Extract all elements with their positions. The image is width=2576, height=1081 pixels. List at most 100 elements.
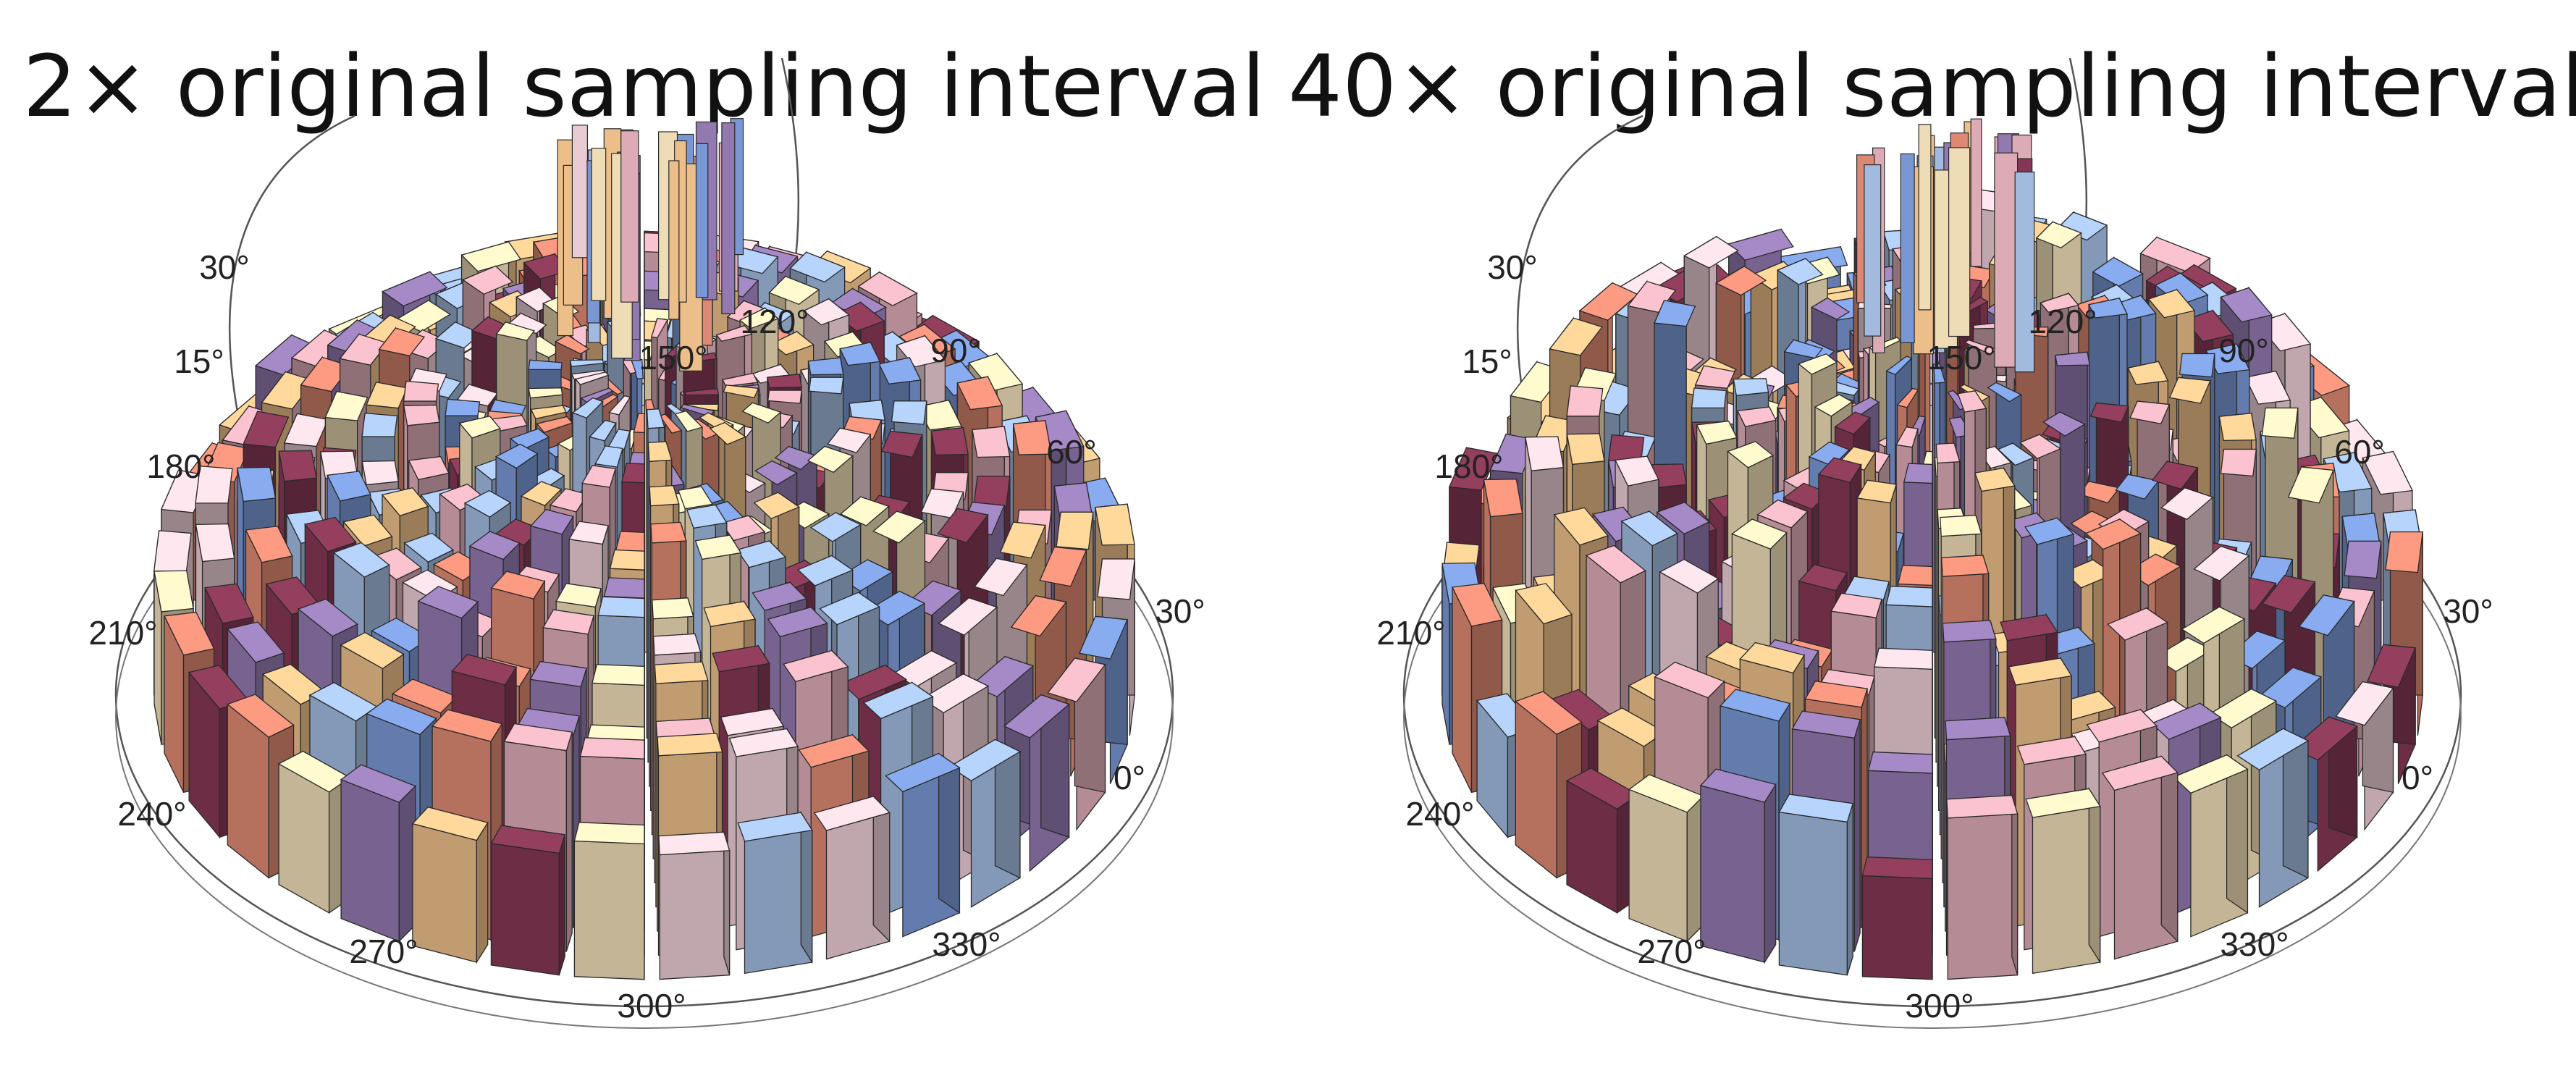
bar-top-face [654, 661, 709, 684]
bar-side-face [476, 820, 489, 964]
bar-top-face [1039, 546, 1087, 587]
chart-title: 2× original sampling interval [22, 36, 1266, 136]
angle-tick-label: 120° [2028, 303, 2097, 340]
bar-top-face [2244, 370, 2291, 405]
bar-top-face [1777, 258, 1824, 285]
bar-top-face [857, 272, 918, 306]
bar-top-face [283, 413, 329, 447]
bar-top-face [490, 825, 566, 854]
bar-top-face [195, 523, 235, 563]
bar-top-face [589, 419, 617, 442]
bar-top-face [195, 466, 233, 504]
bar-top-face [652, 597, 694, 620]
angle-tick-label: 0° [1114, 759, 1145, 796]
bar-top-face [371, 617, 432, 652]
bar-top-face [813, 796, 891, 831]
bar-top-face [2101, 755, 2179, 791]
bar-top-face [1897, 565, 1933, 586]
bar-side-face [1700, 785, 1765, 963]
bar-top-face [1856, 479, 1897, 504]
bar-top-face [1903, 463, 1933, 484]
bar-top-face [468, 531, 521, 560]
angle-tick-label: 300° [617, 987, 686, 1025]
bar-column [2025, 787, 2101, 975]
angle-tick-label: 90° [930, 332, 981, 369]
bar-top-face [536, 416, 573, 433]
bar-top-face [382, 271, 448, 307]
bar-top-face [1873, 647, 1933, 670]
bar-top-face [862, 681, 934, 720]
bar-top-face [722, 372, 759, 387]
bar-side-face [938, 752, 961, 914]
bar-top-face [1525, 436, 1565, 471]
elevation-arc [1516, 114, 1643, 421]
bar-top-face [1683, 235, 1739, 269]
bar-side-face [1764, 783, 1777, 964]
bar-top-face [2092, 256, 2144, 287]
bar-top-face [227, 621, 285, 663]
bar-top-face [1656, 501, 1710, 535]
angle-tick-label: 240° [117, 795, 186, 833]
bar-top-face [2184, 310, 2234, 342]
angle-tick-label: 30° [2443, 592, 2493, 630]
bar-top-face [463, 489, 512, 518]
bar-top-face [1003, 694, 1070, 739]
bar-side-face [558, 834, 565, 975]
bar-top-face [1047, 657, 1106, 702]
bar-top-face [728, 728, 799, 757]
bar-top-face [849, 399, 885, 421]
bar-top-face [1756, 499, 1809, 529]
bar-top-face [783, 649, 849, 683]
angle-tick-label: 210° [88, 614, 157, 652]
bar-column [1628, 774, 1704, 943]
bar-top-face [569, 359, 605, 367]
bar-top-face [633, 413, 645, 434]
center-spike-bar [1864, 164, 1882, 337]
bar-top-face [1834, 411, 1871, 435]
bar-top-face [2024, 517, 2075, 545]
bar-top-face [2193, 545, 2250, 581]
bar-top-face [1549, 317, 1603, 356]
bar-top-face [768, 275, 820, 306]
bar-top-face [885, 752, 961, 793]
angle-tick-label: 180° [146, 447, 215, 485]
bar-top-face [462, 265, 514, 295]
bar-top-face [1797, 353, 1838, 375]
bar-column [948, 739, 1022, 908]
bar-top-face [1691, 387, 1727, 409]
bar-column [2101, 754, 2179, 960]
angle-tick-label: 330° [2220, 925, 2289, 963]
bar-top-face [720, 707, 785, 736]
bar-top-face [581, 465, 616, 488]
bar-top-face [2160, 487, 2214, 521]
bar-top-face [1798, 563, 1848, 592]
bar-top-face [1963, 339, 1998, 356]
bar-top-face [1733, 378, 1769, 397]
bar-top-face [819, 592, 880, 626]
bar-top-face [1452, 582, 1503, 627]
bar-column [573, 822, 645, 980]
bar-top-face [2127, 361, 2169, 385]
bar-top-face [2139, 236, 2211, 274]
center-spike-bar [2014, 172, 2035, 373]
bar-top-face [1957, 390, 1987, 413]
bar-top-face [752, 581, 807, 611]
chart-title: 40× original sampling interval [1288, 36, 2576, 136]
bar-top-face [278, 450, 317, 482]
bar-column [277, 750, 351, 914]
bar-top-face [2258, 667, 2323, 709]
bar-side-face [1846, 803, 1853, 975]
bar-top-face [736, 540, 787, 568]
elevation-tick-label: 30° [199, 248, 250, 286]
bar-top-face [403, 380, 439, 402]
bar-top-face [1620, 510, 1678, 547]
bar-top-face [2261, 407, 2299, 439]
bar-top-face [723, 384, 759, 399]
angle-tick-label: 180° [1434, 447, 1503, 485]
bar-top-face [403, 532, 454, 563]
bar-top-face [2115, 474, 2160, 500]
bar-top-face [1814, 394, 1853, 417]
bar-top-face [808, 377, 844, 395]
bar-top-face [609, 549, 645, 571]
bar-top-face [490, 571, 546, 600]
